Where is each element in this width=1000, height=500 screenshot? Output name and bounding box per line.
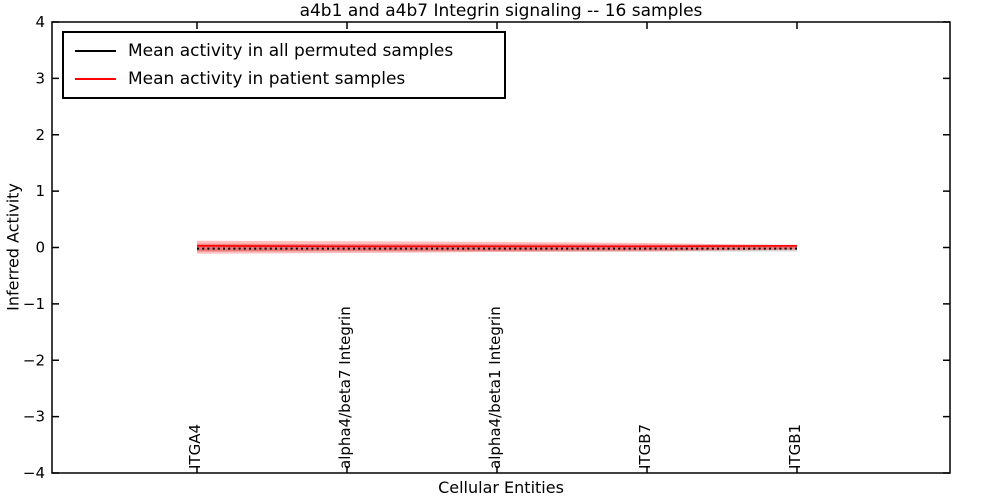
series-1-band-0: [197, 240, 797, 254]
x-tick-label: ITGB7: [636, 424, 654, 469]
legend-label-permuted: Mean activity in all permuted samples: [128, 41, 454, 61]
series-1-band-1: [197, 243, 797, 252]
legend: Mean activity in all permuted samples Me…: [62, 31, 506, 99]
legend-label-patient: Mean activity in patient samples: [128, 69, 406, 89]
x-tick-label: ITGA4: [186, 424, 204, 469]
legend-line-permuted-icon: [75, 50, 116, 52]
y-tick-label: 1: [35, 182, 45, 200]
legend-entry-permuted: Mean activity in all permuted samples: [75, 41, 504, 61]
y-axis-label: Inferred Activity: [3, 183, 23, 311]
y-tick-label: −1: [23, 295, 45, 313]
x-tick-label: ITGB1: [786, 424, 804, 469]
legend-line-patient-icon: [75, 78, 116, 80]
y-tick-label: 2: [35, 126, 45, 144]
x-tick-label: alpha4/beta7 Integrin: [336, 306, 354, 469]
legend-entry-patient: Mean activity in patient samples: [75, 69, 504, 89]
y-tick-label: 4: [35, 13, 45, 31]
y-tick-label: −3: [23, 408, 45, 426]
chart-title: a4b1 and a4b7 Integrin signaling -- 16 s…: [299, 1, 703, 21]
y-tick-label: −4: [23, 464, 45, 482]
y-tick-label: 3: [35, 69, 45, 87]
series-1-line: [196, 245, 798, 248]
y-tick-label: 0: [35, 239, 45, 257]
x-axis-label: Cellular Entities: [438, 478, 564, 497]
x-tick-label: alpha4/beta1 Integrin: [486, 306, 504, 469]
y-tick-label: −2: [23, 351, 45, 369]
